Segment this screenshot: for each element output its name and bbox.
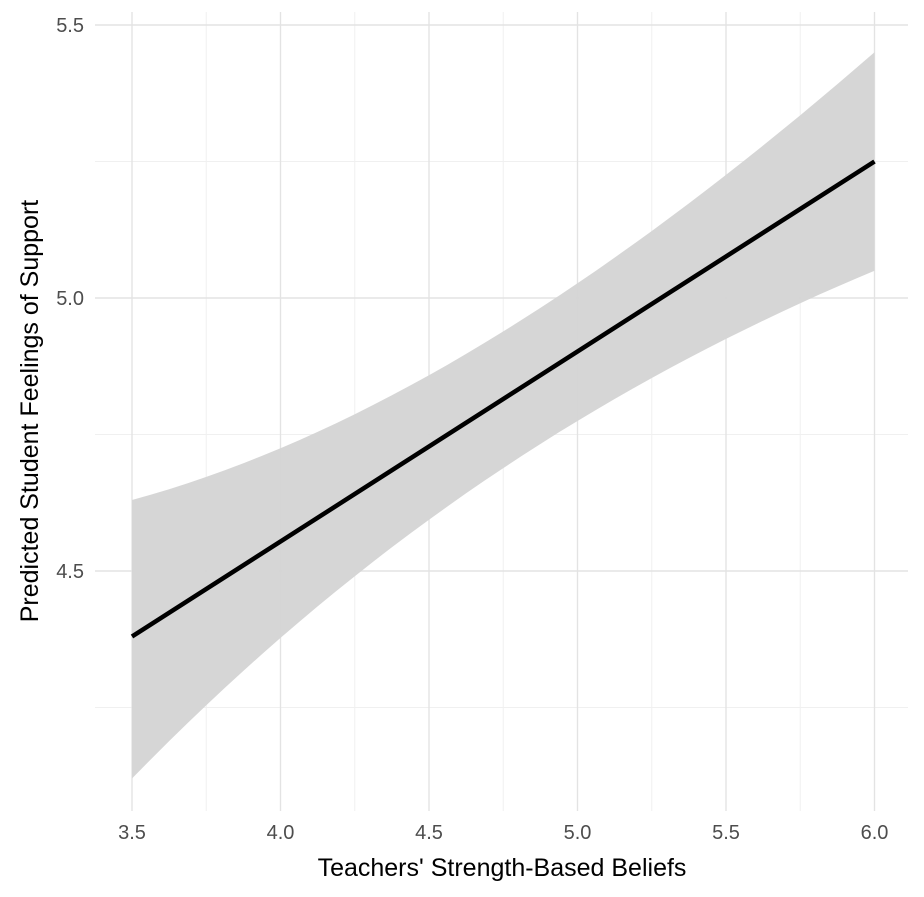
y-tick-label: 5.0	[56, 288, 84, 310]
x-tick-label: 3.5	[118, 822, 146, 844]
y-axis-title: Predicted Student Feelings of Support	[16, 200, 44, 623]
regression-line	[130, 159, 876, 639]
x-axis-ticks: 3.5 4.0 4.5 5.0 5.5 6.0	[118, 822, 888, 844]
y-tick-label: 5.5	[56, 15, 84, 37]
x-tick-label: 5.5	[712, 822, 740, 844]
y-axis-ticks: 4.5 5.0 5.5	[56, 15, 84, 583]
x-tick-label: 4.5	[415, 822, 443, 844]
x-axis-title: Teachers' Strength-Based Beliefs	[318, 854, 687, 882]
y-tick-label: 4.5	[56, 561, 84, 583]
confidence-band	[132, 52, 875, 779]
x-tick-label: 5.0	[564, 822, 592, 844]
x-tick-label: 6.0	[861, 822, 889, 844]
x-tick-label: 4.0	[267, 822, 295, 844]
